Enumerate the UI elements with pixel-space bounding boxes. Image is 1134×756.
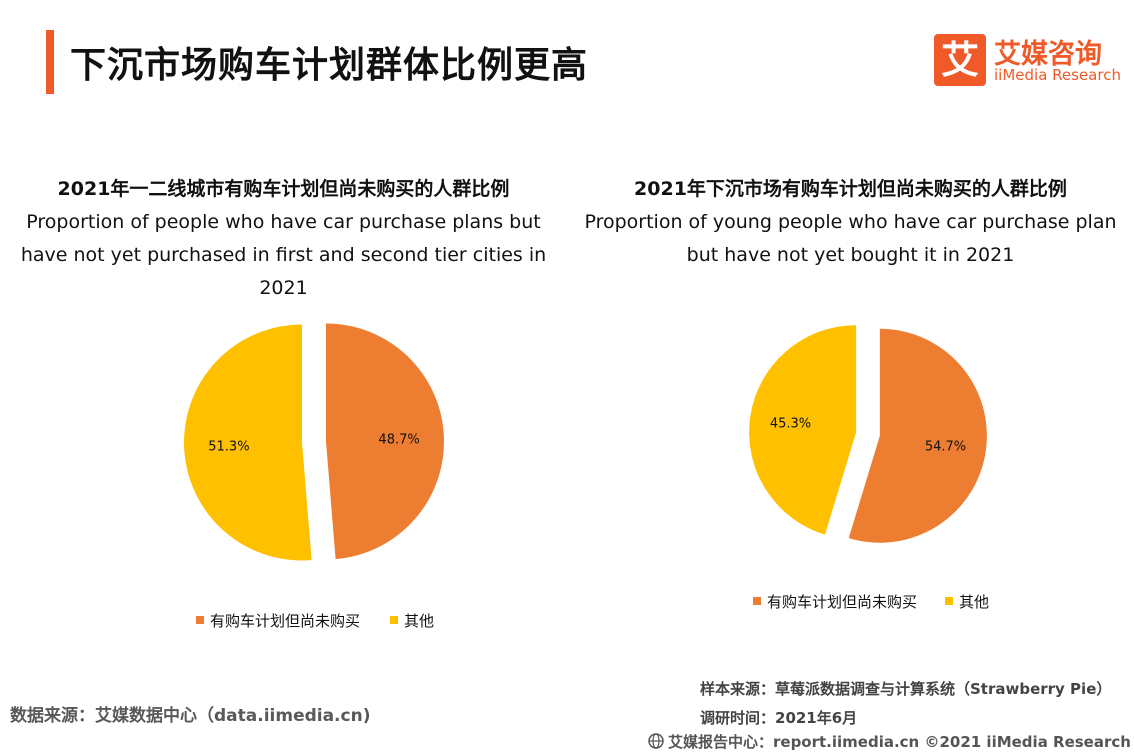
logo-mark: 艾 <box>934 34 986 86</box>
legend-label-other: 其他 <box>404 612 435 630</box>
pie-slice-plan <box>325 323 444 560</box>
pie-data-label-plan: 54.7% <box>925 440 966 455</box>
logo-subtitle: iiMedia Research <box>994 66 1121 84</box>
legend-swatch-plan <box>196 615 204 624</box>
legend-item-plan: 有购车计划但尚未购买 <box>753 591 917 612</box>
survey-time: 调研时间：2021年6月 <box>700 709 858 727</box>
report-center-footer[interactable]: 艾媒报告中心：report.iimedia.cn ©2021 iiMedia R… <box>648 731 1134 752</box>
pie-data-label-other: 51.3% <box>208 439 249 454</box>
data-source: 数据来源：艾媒数据中心（data.iimedia.cn) <box>10 706 371 726</box>
legend-swatch-other <box>945 596 953 605</box>
pie-chart-tier1-2: 2021年一二线城市有购车计划但尚未购买的人群比例 Proportion of … <box>0 170 567 650</box>
pie-svg: 54.7% 45.3% <box>749 325 987 543</box>
pie-data-label-plan: 48.7% <box>378 433 419 448</box>
pie-svg: 48.7% 51.3% <box>184 323 444 561</box>
sample-source: 样本来源：草莓派数据调查与计算系统（Strawberry Pie） <box>700 680 1112 698</box>
logo-name: 艾媒咨询 <box>994 39 1102 70</box>
legend-label-other: 其他 <box>959 593 990 611</box>
pie-slice-plan <box>848 328 987 543</box>
page-title: 下沉市场购车计划群体比例更高 <box>70 45 589 86</box>
pie-slice-other <box>749 325 857 535</box>
logo-mark-char: 艾 <box>940 38 979 82</box>
pie-data-label-other: 45.3% <box>770 416 811 431</box>
pie-chart-lower-tier: 2021年下沉市场有购车计划但尚未购买的人群比例 Proportion of y… <box>567 170 1134 650</box>
report-center-text: 艾媒报告中心：report.iimedia.cn ©2021 iiMedia R… <box>668 733 1134 751</box>
title-accent-bar <box>46 30 54 94</box>
pie-slice-other <box>184 324 312 561</box>
legend-item-other: 其他 <box>390 610 434 631</box>
chart-title: 2021年一二线城市有购车计划但尚未购买的人群比例 <box>57 178 510 200</box>
iimedia-logo: 艾 艾媒咨询 iiMedia Research <box>934 34 1121 88</box>
chart-subtitle: Proportion of people who have car purcha… <box>20 211 547 299</box>
chart-subtitle: Proportion of young people who have car … <box>584 211 1117 266</box>
legend-label-plan: 有购车计划但尚未购买 <box>210 612 361 630</box>
legend-label-plan: 有购车计划但尚未购买 <box>767 593 918 611</box>
legend-swatch-other <box>390 615 398 624</box>
legend-swatch-plan <box>753 596 761 605</box>
legend-item-plan: 有购车计划但尚未购买 <box>196 610 360 631</box>
legend-item-other: 其他 <box>945 591 989 612</box>
globe-icon <box>648 732 664 749</box>
chart-title: 2021年下沉市场有购车计划但尚未购买的人群比例 <box>634 178 1067 200</box>
